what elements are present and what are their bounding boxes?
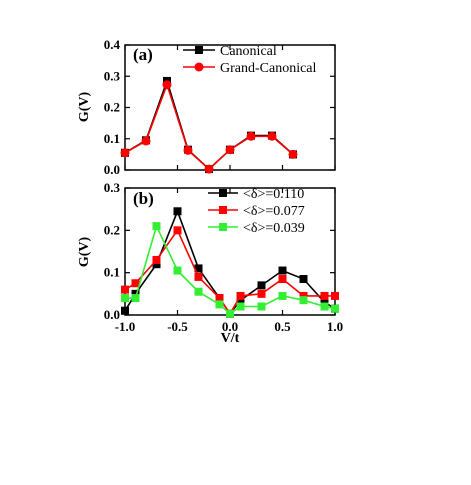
panel-b-ytick-label: 0.1 [104, 265, 120, 280]
panel-b-ytick-label: 0.0 [104, 307, 120, 322]
panel-b-series-1-point [257, 289, 266, 298]
panel-a-series-1-point [288, 149, 298, 159]
panel-b-xtick-label: 0.5 [274, 319, 291, 334]
panel-b-ylabel: G(V) [77, 237, 92, 268]
panel-b-series-1-point [278, 275, 287, 284]
panel-b-series-0-point [194, 264, 203, 273]
panel-b-series-1-point [299, 291, 308, 300]
panel-a-label: (a) [133, 45, 153, 64]
panel-b-xtick-label: -1.0 [115, 319, 136, 334]
legend-text-delta-0110: <δ>=0.110 [243, 187, 304, 202]
panel-b-ticks: 0.0 0.1 0.2 0.3 -1.0 -0.5 0.0 0.5 1.0 [104, 180, 343, 334]
panel-b-series-2-point [257, 302, 266, 311]
panel-b-series-2-point [236, 302, 245, 311]
panel-b-series-2-point [320, 302, 329, 311]
panel-b-series-0-point [257, 281, 266, 290]
panel-a-ylabel: G(V) [77, 92, 92, 123]
panel-b-series [121, 207, 339, 318]
legend-marker-delta-0077 [219, 206, 227, 214]
panel-a: 0.0 0.1 0.2 0.3 0.4 (a) G(V) Canonical Grand… [77, 37, 336, 177]
panel-b-legend: <δ>=0.110 <δ>=0.077 <δ>=0.039 [208, 187, 305, 236]
legend-marker-delta-0039 [219, 223, 227, 231]
legend-marker-canonical [195, 46, 203, 54]
panel-a-ytick-label: 0.2 [104, 100, 120, 115]
panel-b-series-0-point [320, 298, 329, 307]
panel-b-series-0-point [173, 207, 182, 216]
panel-b-series-2-point [152, 222, 161, 231]
panel-b-series-2-point [299, 296, 308, 305]
panel-a-series-1-point [141, 136, 151, 146]
panel-b-series-2-point [194, 287, 203, 296]
panel-a-series-1-point [183, 145, 193, 155]
panel-b-series-1-point [194, 272, 203, 281]
panel-b-series-1-point [131, 279, 140, 288]
legend-text-delta-0077: <δ>=0.077 [243, 204, 305, 219]
panel-b-series-1-point [152, 255, 161, 264]
panel-b-series-0-point [299, 275, 308, 284]
panel-b: 0.0 0.1 0.2 0.3 -1.0 -0.5 0.0 0.5 1.0 (b) G(V) V… [77, 180, 343, 346]
legend-text-grand-canonical: Grand-Canonical [220, 61, 317, 76]
panel-b-ytick-label: 0.2 [104, 222, 120, 237]
legend-marker-grand-canonical [194, 62, 204, 72]
legend-text-delta-0039: <δ>=0.039 [243, 221, 305, 236]
panel-b-series-0-point [278, 266, 287, 275]
panel-a-ytick-label: 0.0 [104, 162, 120, 177]
panel-a-series-1-point [162, 80, 172, 90]
panel-b-xtick-label: 0.0 [222, 319, 238, 334]
panel-b-series-2-point [173, 266, 182, 275]
panel-a-ytick-label: 0.3 [104, 68, 121, 83]
panel-b-series-1-point [173, 226, 182, 235]
panel-a-ytick-label: 0.4 [104, 37, 121, 52]
panel-b-label: (b) [133, 189, 154, 208]
panel-b-xlabel: V/t [221, 331, 240, 346]
panel-b-series-2-point [215, 300, 224, 309]
legend-marker-delta-0110 [219, 189, 227, 197]
panel-b-series-1-point [331, 291, 339, 300]
panel-a-series [120, 76, 298, 174]
panel-b-series-0-point [131, 289, 140, 298]
panel-b-series-2-point [131, 294, 140, 303]
panel-a-series-1-point [120, 148, 130, 158]
panel-b-series-0-point [121, 306, 129, 315]
panel-b-series-1-point [121, 285, 129, 294]
panel-a-series-1-point [246, 131, 256, 141]
panel-a-series-1-point [267, 131, 277, 141]
panel-b-series-2-point [331, 304, 339, 313]
panel-a-series-0-line [124, 78, 294, 171]
panel-a-ytick-label: 0.1 [104, 131, 120, 146]
panel-a-series-1-point [204, 164, 214, 174]
panel-b-series-0-point [152, 260, 161, 269]
panel-b-series-1-point [320, 291, 329, 300]
panel-b-ytick-label: 0.3 [104, 180, 121, 195]
panel-b-series-0-point [236, 296, 245, 305]
panel-b-series-1-point [215, 294, 224, 303]
panel-b-xtick-label: 1.0 [327, 319, 343, 334]
panel-b-xtick-label: -0.5 [167, 319, 188, 334]
panel-a-series-1-point [225, 145, 235, 155]
panel-b-series-2-point [121, 294, 129, 303]
panel-a-legend: Canonical Grand-Canonical [183, 44, 317, 76]
panel-a-y-ticks: 0.0 0.1 0.2 0.3 0.4 [104, 37, 336, 177]
panel-b-series-1-point [236, 291, 245, 300]
panel-b-series-2-point [226, 309, 234, 318]
panel-b-series-2-point [278, 291, 287, 300]
legend-text-canonical: Canonical [220, 44, 277, 59]
